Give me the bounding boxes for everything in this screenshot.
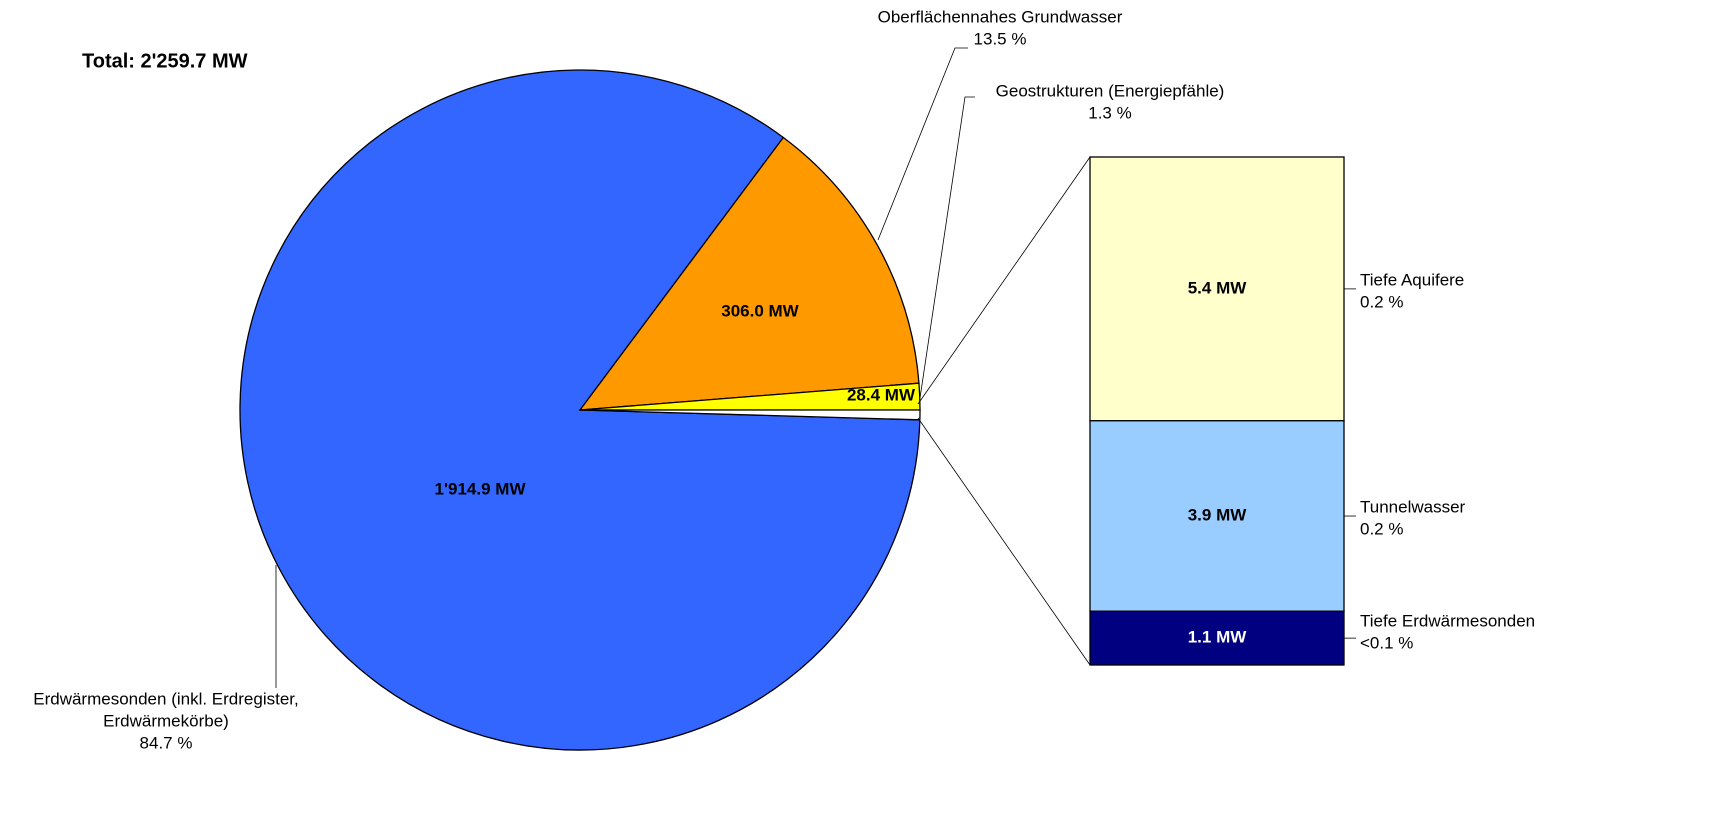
value-label: 28.4 MW [847,385,916,404]
percent-label: 13.5 % [974,29,1027,48]
pie-slice [579,409,921,421]
connector [917,417,1091,666]
value-label: 306.0 MW [721,301,799,320]
leader-line [919,96,975,399]
percent-label: 0.2 % [1360,520,1403,539]
category-label: Tunnelwasser [1360,498,1466,517]
percent-label: 1.3 % [1088,103,1131,122]
category-label: Geostrukturen (Energiepfähle) [996,81,1225,100]
category-label: Oberflächennahes Grundwasser [878,7,1123,26]
category-label: Tiefe Aquifere [1360,270,1464,289]
value-label: 5.4 MW [1188,278,1248,297]
leader-line [877,47,968,241]
value-label: 3.9 MW [1188,506,1248,525]
percent-label: 0.2 % [1360,292,1403,311]
pie-slice [578,136,920,411]
category-label: Tiefe Erdwärmesonden [1360,612,1535,631]
percent-label: 84.7 % [140,733,193,752]
bar-segment [1089,420,1345,612]
category-label: Erdwärmesonden (inkl. Erdregister, [33,689,299,708]
value-label: 1.1 MW [1188,628,1248,647]
category-label: Erdwärmekörbe) [103,711,229,730]
connector [917,156,1091,405]
value-label: 1'914.9 MW [435,479,527,498]
chart-title: Total: 2'259.7 MW [82,50,248,72]
percent-label: <0.1 % [1360,634,1413,653]
